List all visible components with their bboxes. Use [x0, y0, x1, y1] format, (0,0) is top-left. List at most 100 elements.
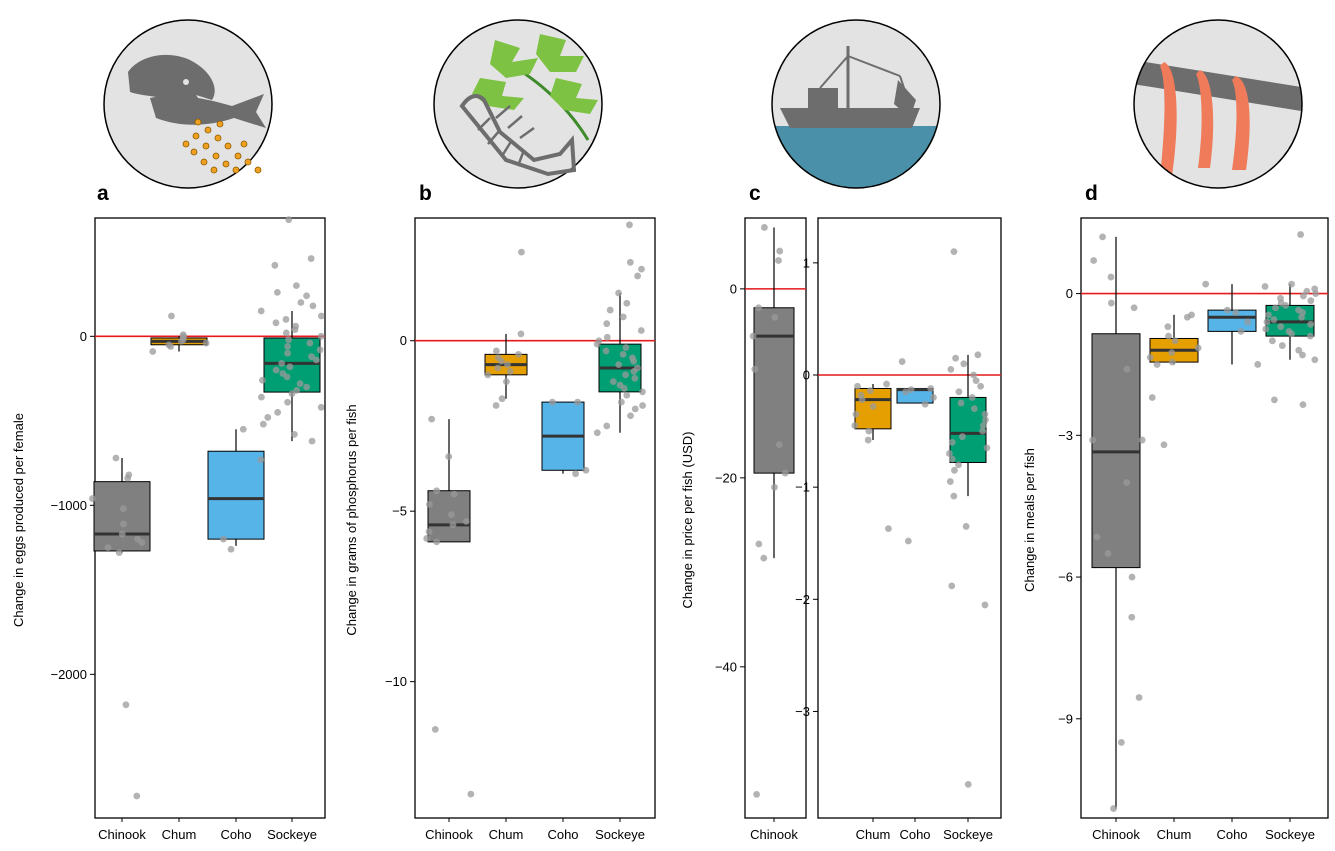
plot-panel-b: 0 −5 −10 Chinook Chum Coho Sockeye: [385, 217, 656, 842]
data-point-sockeye: [638, 265, 645, 273]
data-point-coho: [904, 537, 912, 545]
data-point-chum: [1194, 344, 1202, 352]
data-point-chum: [494, 364, 502, 372]
data-point-chum: [1148, 394, 1156, 401]
fish-eggs-icon: [103, 19, 273, 189]
data-point-sockeye: [279, 370, 287, 377]
x-tick-label-chinook: Chinook: [750, 827, 798, 842]
data-point-coho: [549, 398, 556, 406]
plot-panel-a: 0 −1000 −2000 Chinook Chum Coho Sockeye: [50, 216, 326, 842]
data-point-chum: [1168, 358, 1176, 366]
plot-panel-c-right: 1 0 −1 −2 −3 Chum Coho Sockeye: [795, 217, 1002, 842]
data-point-sockeye: [951, 466, 958, 474]
data-point-sockeye: [595, 337, 603, 345]
data-point-chinook: [1089, 436, 1097, 444]
data-point-sockeye: [285, 336, 293, 344]
data-point-chinook: [450, 490, 458, 498]
data-point-sockeye: [970, 371, 977, 379]
data-point-coho: [572, 470, 580, 478]
data-point-sockeye: [948, 582, 956, 590]
data-point-chum: [1171, 337, 1179, 345]
data-point-chinook: [755, 304, 762, 312]
data-point-sockeye: [631, 405, 639, 413]
x-tick-label-chinook: Chinook: [425, 827, 473, 842]
x-tick-label-chum: Chum: [489, 827, 524, 842]
data-point-chinook: [433, 487, 441, 495]
data-point-sockeye: [970, 405, 978, 413]
data-point-chum: [854, 382, 861, 390]
data-point-coho: [921, 400, 929, 408]
data-point-sockeye: [259, 420, 267, 428]
y-axis-title-d: Change in meals per fish: [1022, 448, 1037, 592]
data-point-sockeye: [981, 410, 989, 418]
y-tick-label: −9: [1058, 711, 1073, 726]
data-point-sockeye: [292, 322, 300, 330]
data-point-sockeye: [1297, 231, 1304, 238]
x-tick-label-sockeye: Sockeye: [1265, 827, 1315, 842]
data-point-sockeye: [623, 299, 631, 307]
data-point-sockeye: [308, 353, 315, 360]
data-point-sockeye: [962, 523, 970, 530]
data-point-coho: [902, 388, 910, 396]
y-axis-title-c: Change in price per fish (USD): [680, 431, 695, 608]
data-point-chinook: [426, 500, 433, 508]
data-point-coho: [930, 394, 937, 401]
data-point-chinook: [445, 453, 453, 461]
y-axis-title-a: Change in eggs produced per female: [11, 413, 26, 627]
data-point-coho: [1244, 318, 1252, 326]
data-point-sockeye: [284, 349, 291, 357]
y-tick-label: −5: [392, 504, 407, 519]
data-point-chum: [866, 387, 874, 395]
data-point-chinook: [449, 521, 457, 529]
data-point-sockeye: [316, 346, 324, 354]
data-point-sockeye: [1311, 285, 1319, 293]
data-point-coho: [1223, 306, 1231, 314]
data-point-sockeye: [307, 255, 315, 262]
data-point-chinook: [1130, 304, 1138, 312]
x-tick-label-sockeye: Sockeye: [595, 827, 645, 842]
data-point-sockeye: [622, 371, 629, 379]
y-tick-label: 0: [400, 333, 407, 348]
data-point-chum: [506, 368, 514, 375]
data-point-sockeye: [297, 299, 305, 306]
data-point-chinook: [118, 530, 126, 538]
data-point-sockeye: [284, 398, 291, 406]
data-point-sockeye: [981, 601, 989, 609]
data-point-sockeye: [1303, 287, 1311, 295]
x-tick-label-coho: Coho: [1216, 827, 1247, 842]
data-point-sockeye: [257, 393, 265, 401]
data-point-sockeye: [1268, 337, 1276, 345]
box-chinook: [753, 307, 795, 474]
y-axis-title-b: Change in grams of phosphorus per fish: [344, 404, 359, 635]
data-point-sockeye: [271, 261, 279, 269]
data-point-sockeye: [284, 343, 292, 350]
data-point-chinook: [760, 554, 768, 562]
data-point-sockeye: [952, 354, 960, 362]
data-point-chinook: [749, 332, 757, 340]
data-point-chum: [1160, 441, 1168, 449]
data-point-sockeye: [306, 339, 314, 347]
data-point-coho: [898, 358, 906, 365]
y-tick-label: 0: [1066, 286, 1073, 301]
data-point-sockeye: [972, 377, 980, 385]
data-point-sockeye: [290, 430, 298, 438]
data-point-chum: [165, 341, 173, 349]
data-point-sockeye: [1270, 316, 1278, 323]
fishing-boat-icon: [771, 19, 941, 189]
data-point-chinook: [1110, 805, 1117, 812]
data-point-sockeye: [602, 347, 610, 355]
y-tick-label: −40: [715, 659, 737, 674]
y-tick-label: −2: [795, 592, 810, 607]
data-point-chum: [883, 380, 890, 388]
plant-fish-skeleton-icon: [433, 19, 603, 189]
data-point-chinook: [1117, 739, 1125, 746]
data-point-sockeye: [1295, 306, 1302, 314]
data-point-sockeye: [631, 374, 639, 382]
data-point-chum: [498, 395, 506, 403]
data-point-sockeye: [603, 422, 611, 430]
data-point-chinook: [776, 247, 784, 255]
data-point-sockeye: [1272, 304, 1279, 312]
data-point-sockeye: [974, 351, 982, 359]
y-tick-label: 0: [803, 368, 810, 383]
